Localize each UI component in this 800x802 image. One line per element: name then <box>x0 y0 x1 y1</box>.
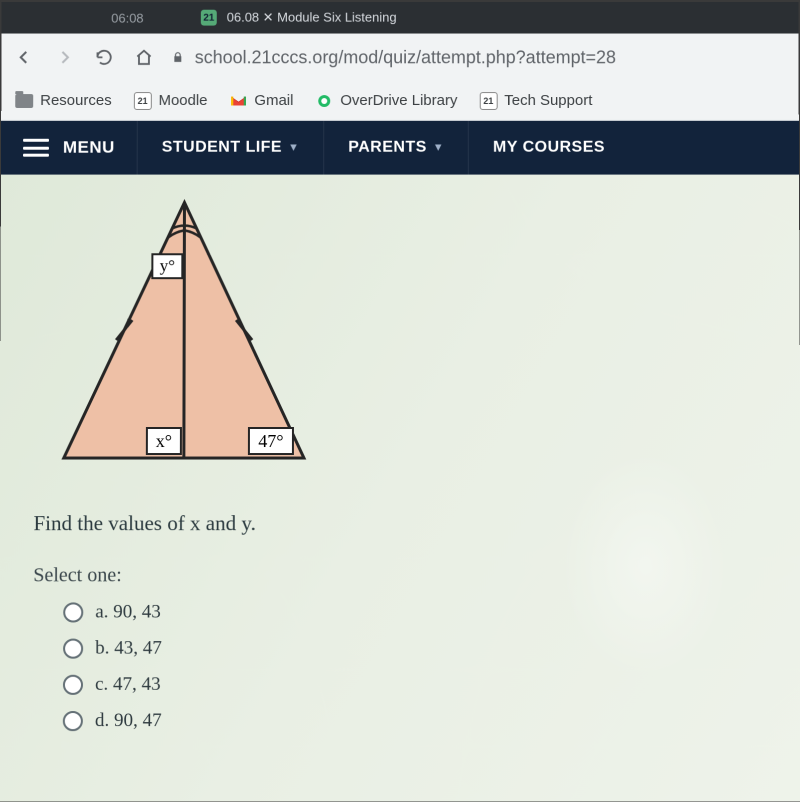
forward-button[interactable] <box>51 44 77 70</box>
lock-icon <box>171 50 185 64</box>
chevron-down-icon: ▼ <box>288 142 299 154</box>
option-a[interactable]: a. 90, 43 <box>63 601 767 623</box>
option-d[interactable]: d. 90, 47 <box>63 710 768 732</box>
gmail-icon <box>229 92 247 110</box>
hamburger-icon <box>23 139 49 157</box>
home-button[interactable] <box>131 44 157 70</box>
options-list: a. 90, 43 b. 43, 47 c. 47, 43 d. 90, 47 <box>33 601 768 732</box>
question-prompt: Find the values of x and y. <box>33 511 766 536</box>
triangle-diagram: y° x° 47° <box>34 191 334 481</box>
site-nav: MENU STUDENT LIFE ▼ PARENTS ▼ MY COURSES <box>1 121 799 175</box>
triangle-altitude <box>184 202 185 458</box>
bookmark-label: OverDrive Library <box>340 92 457 109</box>
tab-strip: 06:08 21 06.08 ✕ Module Six Listening <box>2 2 799 34</box>
bookmark-overdrive[interactable]: OverDrive Library <box>315 92 457 110</box>
menu-button[interactable]: MENU <box>1 121 137 175</box>
bookmark-label: Tech Support <box>504 92 592 109</box>
bookmark-techsupport[interactable]: 21 Tech Support <box>479 92 592 110</box>
overdrive-icon <box>315 92 333 110</box>
nav-link-label: MY COURSES <box>493 139 605 157</box>
menu-label: MENU <box>63 138 115 158</box>
chevron-down-icon: ▼ <box>433 142 444 154</box>
option-b[interactable]: b. 43, 47 <box>63 638 767 660</box>
bookmark-resources[interactable]: Resources <box>15 92 111 110</box>
tab-time: 06:08 <box>111 10 143 25</box>
option-text: b. 43, 47 <box>95 638 162 660</box>
nav-link-label: STUDENT LIFE <box>162 139 282 157</box>
nav-student-life[interactable]: STUDENT LIFE ▼ <box>137 121 324 175</box>
bookmarks-bar: Resources 21 Moodle Gmail OverDrive Libr… <box>1 81 799 121</box>
nav-parents[interactable]: PARENTS ▼ <box>323 121 468 175</box>
arrow-right-icon <box>53 46 75 68</box>
reload-icon <box>94 47 114 67</box>
radio-icon <box>63 675 83 695</box>
label-x: x° <box>156 431 172 451</box>
option-text: c. 47, 43 <box>95 674 161 696</box>
reload-button[interactable] <box>91 44 117 70</box>
bookmark-label: Moodle <box>158 92 207 109</box>
moodle-icon: 21 <box>479 92 497 110</box>
label-47: 47° <box>258 431 283 451</box>
nav-link-label: PARENTS <box>348 139 427 157</box>
select-one-label: Select one: <box>33 564 766 587</box>
arrow-left-icon <box>13 46 35 68</box>
nav-my-courses[interactable]: MY COURSES <box>468 121 629 175</box>
address-bar: school.21cccs.org/mod/quiz/attempt.php?a… <box>1 34 798 82</box>
option-text: d. 90, 47 <box>95 710 162 732</box>
url-text: school.21cccs.org/mod/quiz/attempt.php?a… <box>195 47 616 68</box>
option-text: a. 90, 43 <box>95 601 161 623</box>
home-icon <box>134 47 154 67</box>
moodle-icon: 21 <box>134 92 152 110</box>
bookmark-gmail[interactable]: Gmail <box>229 92 293 110</box>
radio-icon <box>63 711 83 731</box>
tab-favicon: 21 <box>201 10 217 26</box>
back-button[interactable] <box>11 44 37 70</box>
url-area[interactable]: school.21cccs.org/mod/quiz/attempt.php?a… <box>171 47 616 68</box>
label-y: y° <box>160 256 175 275</box>
option-c[interactable]: c. 47, 43 <box>63 674 767 696</box>
tab-title: 06.08 ✕ Module Six Listening <box>227 10 397 26</box>
quiz-page: y° x° 47° Find the values of x and y. Se… <box>0 175 800 802</box>
bookmark-label: Gmail <box>254 92 293 109</box>
bookmark-moodle[interactable]: 21 Moodle <box>134 92 208 110</box>
radio-icon <box>63 639 83 659</box>
bookmark-label: Resources <box>40 92 112 109</box>
folder-icon <box>15 92 33 110</box>
radio-icon <box>63 602 83 622</box>
